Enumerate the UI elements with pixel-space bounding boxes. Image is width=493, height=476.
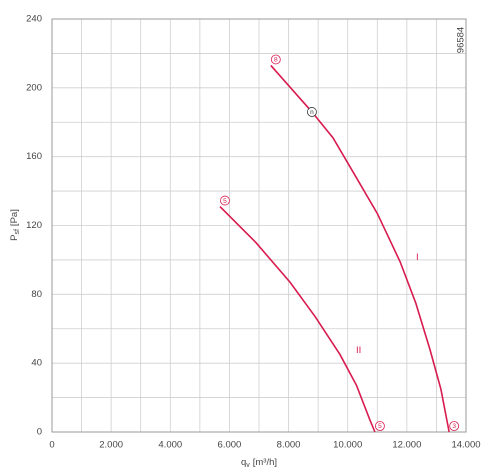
x-tick-label: 2.000 — [99, 440, 123, 451]
y-tick-label: 40 — [31, 358, 42, 369]
y-tick-label: 200 — [26, 82, 42, 93]
x-tick-label: 14.000 — [451, 440, 480, 451]
point-marker-label: 8 — [274, 57, 278, 64]
y-tick-label: 120 — [26, 220, 42, 231]
y-axis-unit: [Pa] — [9, 209, 20, 226]
x-tick-label: 10.000 — [333, 440, 362, 451]
x-tick-label: 8.000 — [277, 440, 301, 451]
point-marker-label: 3 — [452, 423, 456, 430]
y-axis-label: Psf [Pa] — [9, 209, 21, 241]
y-tick-label: 0 — [37, 427, 42, 438]
x-tick-label: 0 — [49, 440, 54, 451]
y-tick-label: 240 — [26, 14, 42, 25]
x-axis-subscript: v — [246, 462, 250, 469]
y-axis-symbol: P — [9, 235, 20, 241]
point-marker — [307, 107, 317, 117]
curve — [270, 64, 450, 433]
x-axis-unit: [m³/h] — [253, 457, 277, 468]
x-tick-label: 12.000 — [392, 440, 421, 451]
x-axis-label: qv [m³/h] — [241, 457, 277, 469]
point-marker-label: 5 — [378, 423, 382, 430]
point-marker — [375, 421, 385, 431]
point-marker — [270, 54, 281, 65]
curve-label: I — [416, 252, 419, 263]
point-marker — [449, 421, 460, 431]
point-marker — [220, 195, 230, 206]
x-axis-symbol: q — [241, 457, 246, 468]
x-tick-label: 6.000 — [218, 440, 242, 451]
y-axis-subscript: sf — [14, 229, 21, 235]
plot-frame — [51, 18, 467, 433]
y-tick-label: 160 — [26, 151, 42, 162]
chart-code: 96584 — [456, 27, 467, 53]
x-tick-label: 4.000 — [158, 440, 182, 451]
curve-label: II — [356, 345, 361, 356]
point-marker-label: 5 — [223, 198, 227, 205]
curve — [219, 206, 376, 433]
point-marker-label: n — [310, 109, 314, 116]
y-tick-label: 80 — [31, 289, 42, 300]
